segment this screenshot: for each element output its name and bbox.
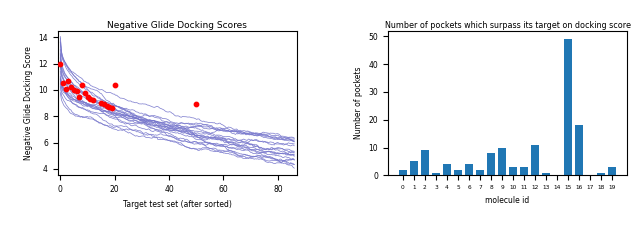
X-axis label: molecule id: molecule id bbox=[485, 196, 530, 205]
Bar bbox=[564, 39, 572, 175]
Bar bbox=[432, 173, 440, 175]
Point bbox=[99, 103, 109, 106]
Point bbox=[72, 89, 82, 93]
Point bbox=[68, 88, 79, 92]
Point bbox=[61, 87, 71, 91]
Y-axis label: Negative Glide Docking Score: Negative Glide Docking Score bbox=[24, 46, 33, 160]
Point bbox=[107, 106, 117, 110]
Bar bbox=[498, 148, 506, 175]
Title: Negative Glide Docking Scores: Negative Glide Docking Scores bbox=[108, 21, 247, 30]
Y-axis label: Number of pockets: Number of pockets bbox=[354, 67, 363, 139]
Bar bbox=[465, 164, 473, 175]
Bar bbox=[575, 125, 583, 175]
Point bbox=[55, 62, 65, 66]
Bar bbox=[443, 164, 451, 175]
Point bbox=[74, 95, 84, 98]
Bar bbox=[420, 150, 429, 175]
Bar bbox=[509, 167, 517, 175]
Bar bbox=[597, 173, 605, 175]
Point bbox=[88, 99, 98, 102]
Bar bbox=[608, 167, 616, 175]
Bar bbox=[542, 173, 550, 175]
Point bbox=[63, 79, 74, 83]
Point bbox=[191, 103, 202, 106]
Bar bbox=[476, 170, 484, 175]
Point bbox=[104, 105, 115, 109]
Bar bbox=[399, 170, 407, 175]
Point bbox=[83, 95, 93, 98]
Bar bbox=[531, 145, 540, 175]
Point bbox=[66, 85, 76, 89]
Bar bbox=[410, 161, 418, 175]
Point bbox=[101, 104, 111, 108]
Point bbox=[96, 101, 106, 105]
Point bbox=[77, 83, 87, 87]
Bar bbox=[454, 170, 462, 175]
Bar bbox=[487, 153, 495, 175]
X-axis label: Target test set (after sorted): Target test set (after sorted) bbox=[123, 200, 232, 209]
Point bbox=[79, 91, 90, 95]
Point bbox=[109, 83, 120, 87]
Point bbox=[85, 97, 95, 101]
Title: Number of pockets which surpass its target on docking score: Number of pockets which surpass its targ… bbox=[385, 21, 630, 30]
Point bbox=[58, 82, 68, 85]
Bar bbox=[520, 167, 528, 175]
